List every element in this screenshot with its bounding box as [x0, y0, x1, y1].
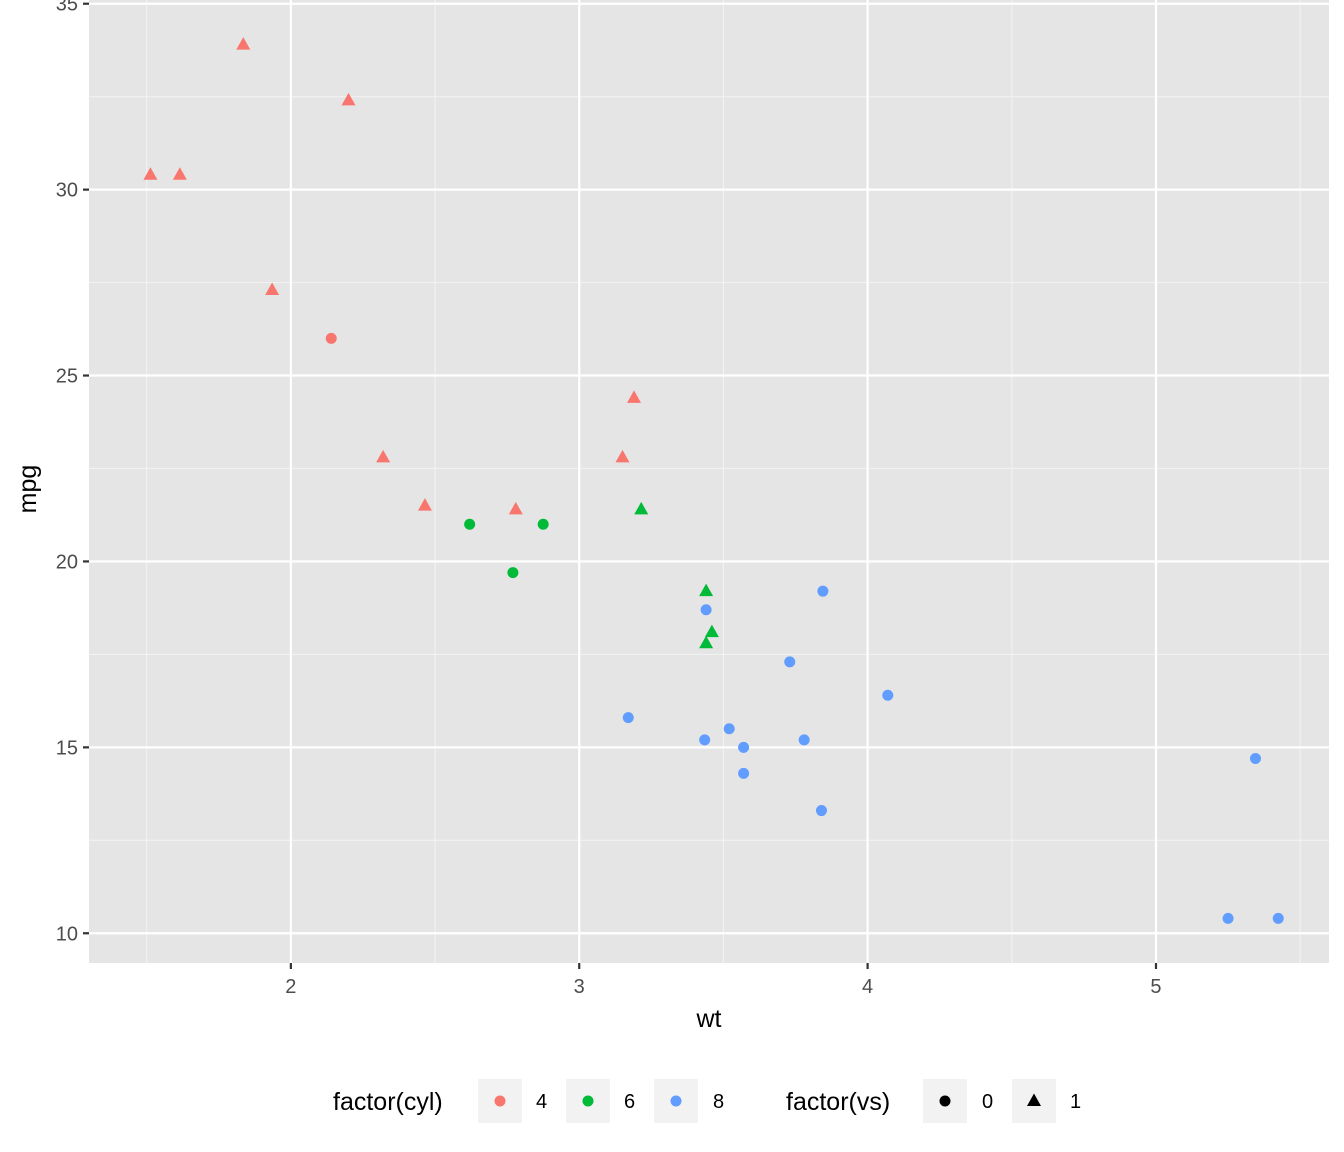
legend-key-circle-icon: [939, 1095, 951, 1107]
x-tick-label: 5: [1150, 976, 1161, 998]
x-tick-label: 2: [285, 976, 296, 998]
legend-title-cyl: factor(cyl): [333, 1088, 443, 1116]
legend-label: 8: [713, 1091, 724, 1113]
data-point-circle: [325, 332, 337, 344]
data-point-triangle: [615, 449, 630, 463]
legend: factor(cyl) 4 6 8 factor(vs) 0 1: [333, 1079, 1081, 1123]
data-point-triangle: [143, 167, 158, 180]
y-tick-label: 15: [56, 737, 78, 759]
legend-key-vs-0: 0: [923, 1079, 993, 1123]
legend-label: 1: [1070, 1091, 1081, 1113]
data-point-triangle: [265, 282, 280, 296]
data-point-circle: [784, 656, 796, 668]
legend-key-cyl-8: 8: [654, 1079, 724, 1123]
legend-label: 0: [982, 1091, 993, 1113]
data-point-circle: [507, 567, 519, 579]
data-point-triangle: [172, 167, 187, 180]
y-tick-label: 25: [56, 366, 78, 388]
data-point-triangle: [704, 624, 719, 638]
y-tick-label: 30: [56, 180, 78, 202]
data-point-circle: [699, 734, 711, 746]
data-point-triangle: [634, 501, 649, 515]
legend-key-swatch: [582, 1095, 594, 1107]
data-points: [143, 37, 1284, 924]
x-tick-label: 4: [862, 976, 873, 998]
legend-title-vs: factor(vs): [786, 1088, 890, 1116]
data-point-circle: [537, 518, 549, 530]
y-tick-label: 35: [56, 0, 78, 16]
data-point-triangle: [627, 390, 642, 403]
major-gridlines: [89, 0, 1329, 963]
y-tick-label: 10: [56, 923, 78, 945]
legend-key-swatch: [670, 1095, 682, 1107]
data-point-triangle: [508, 501, 523, 515]
data-point-triangle: [341, 92, 356, 106]
data-point-circle: [1272, 912, 1284, 924]
legend-key-swatch: [494, 1095, 506, 1107]
legend-key-triangle-icon: [1027, 1093, 1041, 1106]
y-tick-label: 20: [56, 551, 78, 573]
legend-key-vs-1: 1: [1012, 1079, 1081, 1123]
data-point-triangle: [376, 449, 391, 463]
data-point-circle: [622, 712, 634, 724]
data-point-circle: [738, 767, 750, 779]
data-point-circle: [1249, 753, 1261, 765]
data-point-circle: [817, 585, 829, 597]
legend-label: 4: [536, 1091, 547, 1113]
y-axis-title: mpg: [14, 465, 42, 514]
data-point-circle: [738, 741, 750, 753]
data-point-circle: [1222, 912, 1234, 924]
legend-key-cyl-6: 6: [566, 1079, 635, 1123]
minor-gridlines: [89, 0, 1329, 963]
data-point-circle: [700, 604, 712, 616]
data-point-triangle: [236, 37, 251, 50]
data-point-triangle: [699, 635, 714, 649]
data-point-circle: [723, 723, 735, 735]
x-axis-title: wt: [696, 1005, 722, 1033]
data-point-circle: [464, 518, 476, 530]
data-point-circle: [882, 689, 894, 701]
y-axis: 10 15 20 25 30 35: [56, 0, 89, 945]
legend-label: 6: [624, 1091, 635, 1113]
legend-key-cyl-4: 4: [478, 1079, 547, 1123]
data-point-circle: [815, 805, 827, 817]
data-point-triangle: [699, 583, 714, 597]
data-point-triangle: [417, 498, 432, 511]
data-point-circle: [798, 734, 810, 746]
plot-panel: [89, 0, 1329, 963]
x-tick-label: 3: [574, 976, 585, 998]
x-axis: 2 3 4 5: [285, 963, 1162, 998]
